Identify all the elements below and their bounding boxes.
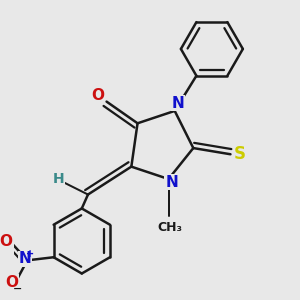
Text: N: N [165,175,178,190]
Text: O: O [91,88,104,103]
Text: H: H [53,172,64,186]
Text: O: O [5,274,18,290]
Text: −: − [13,284,23,294]
Text: S: S [234,145,246,163]
Text: +: + [26,248,34,259]
Text: N: N [18,251,31,266]
Text: CH₃: CH₃ [158,221,183,234]
Text: N: N [171,96,184,111]
Text: O: O [0,234,12,249]
